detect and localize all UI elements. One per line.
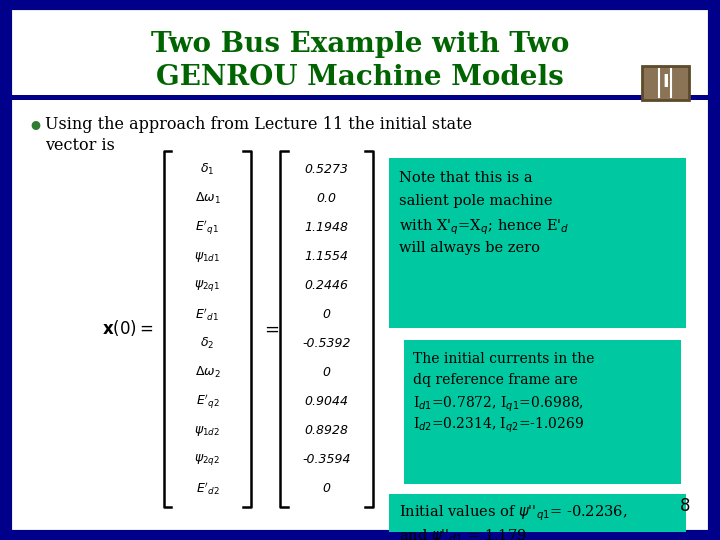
- Bar: [10, 95, 710, 100]
- Text: 8: 8: [680, 497, 690, 515]
- Text: $\Delta\omega_1$: $\Delta\omega_1$: [194, 191, 220, 206]
- Text: Using the approach from Lecture 11 the initial state: Using the approach from Lecture 11 the i…: [45, 117, 472, 133]
- Text: 0: 0: [323, 366, 330, 379]
- Text: Note that this is a: Note that this is a: [399, 171, 533, 185]
- Text: $E'_{q1}$: $E'_{q1}$: [195, 219, 220, 237]
- Text: 0.9044: 0.9044: [305, 395, 348, 408]
- Text: I$_{d2}$=0.2314, I$_{q2}$=-1.0269: I$_{d2}$=0.2314, I$_{q2}$=-1.0269: [413, 416, 585, 435]
- Bar: [389, 494, 685, 540]
- Text: Two Bus Example with Two: Two Bus Example with Two: [150, 31, 570, 58]
- Text: 1.1948: 1.1948: [305, 221, 348, 234]
- Text: $\psi_{2q2}$: $\psi_{2q2}$: [194, 453, 220, 467]
- Bar: [404, 340, 681, 484]
- Text: $E'_{d2}$: $E'_{d2}$: [196, 481, 220, 497]
- Text: $\delta_2$: $\delta_2$: [200, 336, 215, 352]
- Text: dq reference frame are: dq reference frame are: [413, 373, 578, 387]
- Text: $E'_{d1}$: $E'_{d1}$: [195, 307, 220, 323]
- Bar: [642, 66, 688, 100]
- Text: $\delta_1$: $\delta_1$: [200, 162, 215, 177]
- Text: I: I: [662, 73, 669, 91]
- Text: 0.8928: 0.8928: [305, 424, 348, 437]
- Text: 1.1554: 1.1554: [305, 251, 348, 264]
- Text: 0.0: 0.0: [317, 192, 336, 205]
- Text: salient pole machine: salient pole machine: [399, 194, 552, 208]
- Text: GENROU Machine Models: GENROU Machine Models: [156, 64, 564, 91]
- Text: 0: 0: [323, 482, 330, 495]
- Text: with X'$_q$=X$_q$; hence E'$_d$: with X'$_q$=X$_q$; hence E'$_d$: [399, 218, 570, 237]
- Text: and $\psi$''$_{d1}$ = 1.179: and $\psi$''$_{d1}$ = 1.179: [399, 526, 527, 540]
- Text: $\psi_{1d1}$: $\psi_{1d1}$: [194, 250, 220, 264]
- Text: Initial values of $\psi$''$_{q1}$= -0.2236,: Initial values of $\psi$''$_{q1}$= -0.22…: [399, 503, 627, 523]
- Text: The initial currents in the: The initial currents in the: [413, 352, 595, 366]
- Text: -0.3594: -0.3594: [302, 453, 351, 466]
- Text: will always be zero: will always be zero: [399, 241, 540, 255]
- Text: $\psi_{2q1}$: $\psi_{2q1}$: [194, 278, 220, 293]
- Text: $\mathbf{x}(0) =$: $\mathbf{x}(0) =$: [102, 318, 154, 339]
- Text: $\psi_{1d2}$: $\psi_{1d2}$: [194, 424, 220, 438]
- Text: -0.5392: -0.5392: [302, 338, 351, 350]
- Text: $\Delta\omega_2$: $\Delta\omega_2$: [194, 365, 220, 380]
- Text: $E'_{q2}$: $E'_{q2}$: [196, 393, 220, 411]
- Text: 0.2446: 0.2446: [305, 279, 348, 292]
- Text: $=$: $=$: [261, 319, 280, 338]
- Text: 0.5273: 0.5273: [305, 163, 348, 176]
- Text: 0: 0: [323, 308, 330, 321]
- Text: vector is: vector is: [45, 137, 115, 154]
- Bar: [389, 158, 685, 328]
- Text: I$_{d1}$=0.7872, I$_{q1}$=0.6988,: I$_{d1}$=0.7872, I$_{q1}$=0.6988,: [413, 394, 585, 414]
- Text: •: •: [27, 117, 44, 140]
